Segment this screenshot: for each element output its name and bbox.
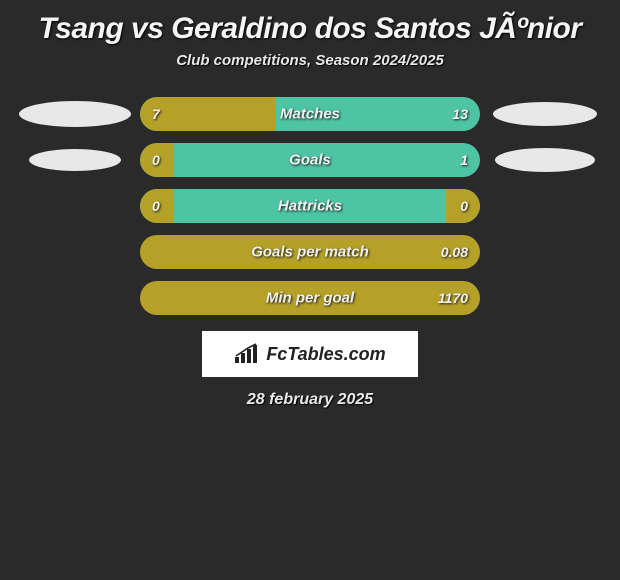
stat-bar: Hattricks 0 0: [140, 189, 480, 223]
stat-bar: Goals per match 0.08: [140, 235, 480, 269]
logo-text: FcTables.com: [266, 344, 385, 365]
bar-fill-left: [140, 97, 276, 131]
stat-label: Hattricks: [278, 198, 342, 215]
stat-row: Hattricks 0 0: [0, 189, 620, 223]
stat-row: Matches 7 13: [0, 97, 620, 131]
stat-value-right: 1170: [438, 290, 468, 306]
stat-value-right: 13: [452, 106, 468, 122]
stat-row: Goals per match 0.08: [0, 235, 620, 269]
stat-row: Min per goal 1170: [0, 281, 620, 315]
stat-label: Min per goal: [266, 290, 354, 307]
date-label: 28 february 2025: [0, 391, 620, 409]
subtitle: Club competitions, Season 2024/2025: [0, 52, 620, 69]
stat-bar: Matches 7 13: [140, 97, 480, 131]
bar-chart-icon: [234, 343, 260, 365]
stat-value-left: 7: [152, 106, 160, 122]
stat-value-right: 0.08: [441, 244, 468, 260]
logo-box: FcTables.com: [202, 331, 418, 377]
stat-value-left: 0: [152, 152, 160, 168]
stat-label: Matches: [280, 106, 340, 123]
player-right-ellipse: [493, 102, 597, 126]
right-side: [480, 102, 610, 126]
right-side: [480, 148, 610, 172]
bars-section: Matches 7 13 Goals 0 1 Hattricks 0 0 Goals per ma…: [0, 97, 620, 315]
stat-label: Goals per match: [251, 244, 369, 261]
stat-value-left: 0: [152, 198, 160, 214]
stat-bar: Min per goal 1170: [140, 281, 480, 315]
stat-value-right: 0: [460, 198, 468, 214]
comparison-container: Tsang vs Geraldino dos Santos JÃºnior Cl…: [0, 0, 620, 409]
stat-value-right: 1: [460, 152, 468, 168]
stat-row: Goals 0 1: [0, 143, 620, 177]
left-side: [10, 149, 140, 171]
page-title: Tsang vs Geraldino dos Santos JÃºnior: [0, 4, 620, 52]
stat-bar: Goals 0 1: [140, 143, 480, 177]
player-right-ellipse: [495, 148, 595, 172]
stat-label: Goals: [289, 152, 331, 169]
player-left-ellipse: [19, 101, 131, 127]
player-left-ellipse: [29, 149, 121, 171]
left-side: [10, 101, 140, 127]
